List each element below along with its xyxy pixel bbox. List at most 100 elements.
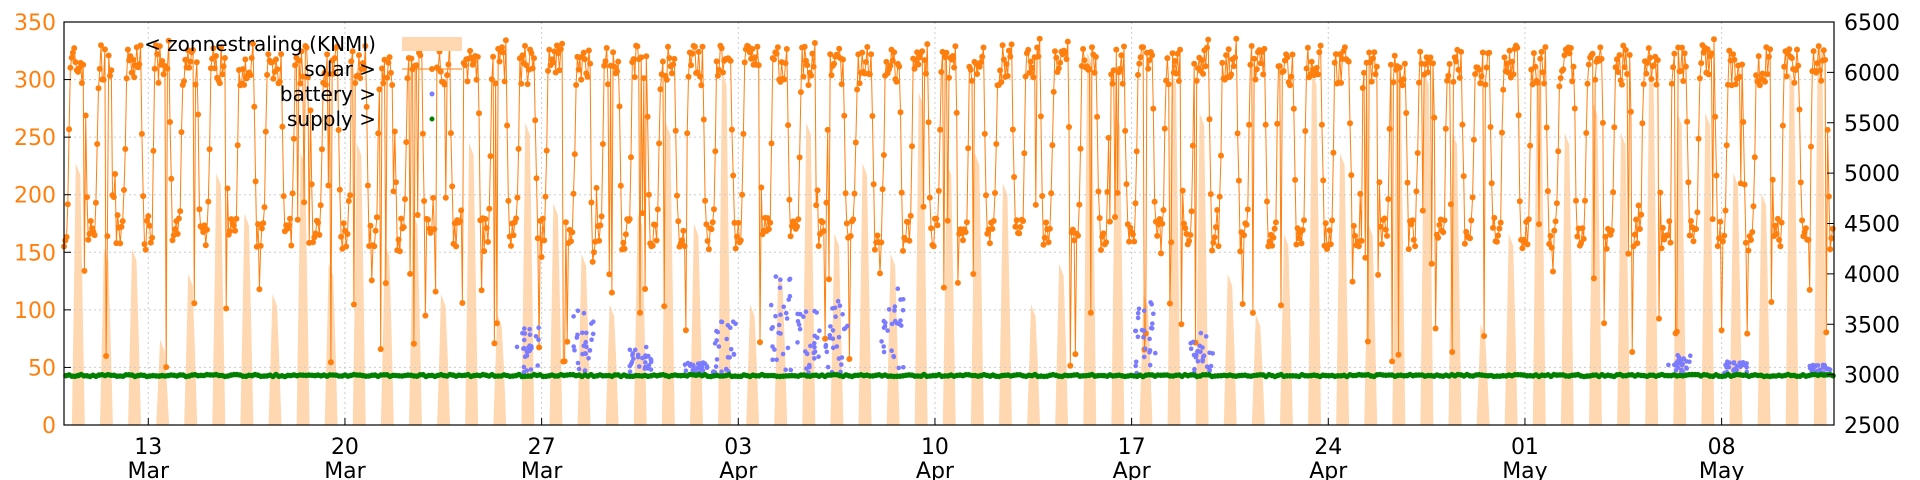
solar-point — [1043, 219, 1050, 226]
solar-point — [1136, 60, 1143, 67]
solar-point — [906, 237, 913, 244]
solar-point — [421, 198, 428, 204]
solar-point — [1215, 243, 1222, 250]
solar-point — [1348, 172, 1355, 179]
solar-point — [181, 78, 187, 85]
solar-point — [1543, 124, 1550, 131]
solar-point — [1175, 78, 1182, 84]
solar-point — [1823, 329, 1830, 336]
solar-point — [1384, 232, 1390, 239]
solar-point — [1280, 68, 1287, 75]
solar-point — [159, 58, 166, 64]
x-tick-month-label: Apr — [1113, 459, 1152, 480]
battery-point — [1133, 363, 1138, 369]
solar-point — [1610, 189, 1617, 196]
battery-point — [879, 339, 884, 344]
solar-point — [1050, 88, 1057, 95]
solar-point — [1673, 328, 1680, 335]
solar-point — [1430, 60, 1436, 67]
solar-point — [850, 216, 857, 223]
solar-point — [1235, 177, 1242, 184]
solar-point — [823, 199, 830, 206]
solar-point — [608, 289, 615, 296]
solar-point — [1778, 219, 1785, 226]
solar-point — [87, 218, 94, 224]
solar-point — [1004, 73, 1011, 79]
y-left-tick-label: 200 — [14, 184, 56, 209]
battery-point — [1688, 353, 1693, 359]
solar-point — [1579, 225, 1586, 232]
battery-point — [635, 352, 641, 358]
solar-point — [1460, 173, 1467, 180]
solar-point — [513, 215, 520, 222]
battery-point — [731, 352, 737, 357]
battery-point — [700, 361, 706, 367]
battery-point — [627, 369, 633, 375]
solar-point — [755, 62, 762, 69]
solar-point — [712, 148, 719, 155]
solar-point — [831, 60, 838, 67]
battery-point — [1200, 345, 1205, 350]
solar-point — [1404, 179, 1411, 186]
solar-point — [754, 43, 761, 50]
solar-point — [63, 234, 70, 240]
solar-point — [1461, 240, 1468, 247]
solar-point — [1767, 46, 1774, 53]
solar-point — [292, 62, 299, 69]
x-tick-day-label: 27 — [528, 435, 556, 460]
legend-swatch-point — [429, 116, 435, 122]
solar-point — [287, 215, 293, 222]
solar-point — [522, 42, 528, 49]
solar-point — [634, 43, 641, 50]
solar-point — [482, 216, 489, 222]
solar-point — [878, 239, 885, 246]
solar-point — [261, 204, 268, 211]
solar-point — [767, 219, 774, 226]
solar-point — [1032, 201, 1039, 208]
solar-point — [151, 65, 158, 72]
solar-point — [656, 140, 663, 147]
solar-point — [1696, 75, 1703, 82]
solar-point — [382, 280, 389, 287]
solar-point — [1230, 63, 1237, 70]
solar-point — [711, 206, 717, 213]
solar-point — [391, 128, 398, 135]
solar-point — [1488, 180, 1495, 187]
solar-point — [123, 75, 130, 82]
solar-point — [1569, 78, 1576, 85]
solar-point — [1815, 43, 1822, 50]
solar-point — [389, 82, 396, 88]
battery-point — [631, 356, 636, 362]
solar-point — [559, 40, 566, 47]
solar-point — [854, 86, 861, 93]
solar-point — [1034, 44, 1041, 51]
solar-point — [675, 218, 682, 225]
solar-point — [1684, 118, 1691, 125]
solar-point — [1469, 194, 1476, 201]
solar-point — [689, 50, 696, 57]
solar-point — [119, 218, 126, 225]
solar-point — [1750, 203, 1757, 210]
solar-point — [1299, 227, 1306, 233]
solar-point — [1555, 148, 1562, 155]
battery-point — [716, 344, 722, 349]
solar-point — [1772, 222, 1779, 229]
solar-point — [1246, 121, 1253, 128]
solar-point — [866, 71, 873, 78]
solar-point — [1063, 56, 1070, 63]
solar-point — [1251, 55, 1258, 62]
battery-point — [714, 338, 719, 343]
solar-point — [1118, 52, 1125, 59]
solar-point — [1704, 46, 1711, 53]
solar-point — [1113, 46, 1120, 53]
solar-point — [430, 194, 437, 201]
solar-point — [362, 43, 369, 49]
battery-point — [575, 308, 581, 314]
battery-point — [725, 355, 731, 360]
solar-point — [1133, 148, 1140, 155]
solar-point — [621, 245, 628, 252]
battery-point — [834, 344, 840, 349]
solar-point — [384, 74, 391, 81]
solar-point — [140, 193, 147, 200]
solar-point — [257, 242, 264, 249]
